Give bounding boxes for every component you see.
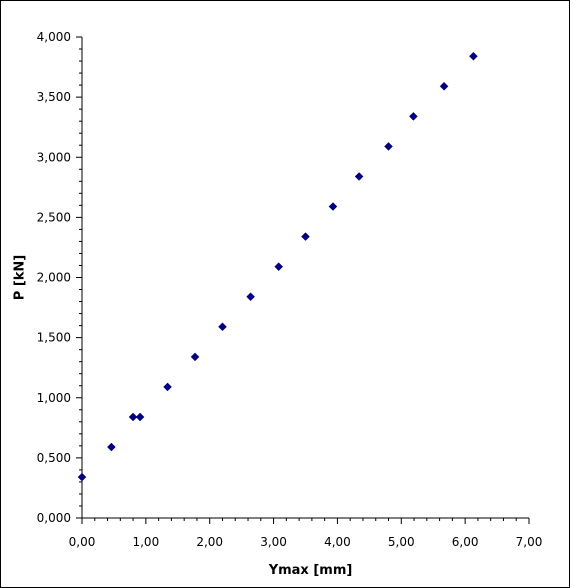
data-point	[274, 262, 284, 272]
data-point	[354, 172, 364, 181]
data-point	[163, 382, 172, 392]
y-tick-label: 2,500	[37, 210, 71, 224]
x-tick-label: 4,00	[324, 535, 351, 549]
x-tick-label: 2,00	[196, 535, 223, 549]
data-point	[128, 412, 138, 422]
data-point	[77, 472, 87, 482]
y-tick-label: 2,000	[37, 271, 71, 285]
x-tick-label: 1,00	[132, 535, 159, 549]
data-point	[218, 322, 227, 332]
data-point	[469, 51, 478, 61]
x-axis-title: Ymax [mm]	[268, 563, 353, 578]
y-tick-label: 3,000	[37, 150, 71, 164]
y-tick-label: 0,500	[37, 451, 71, 465]
data-point	[107, 442, 116, 452]
axis-tick-labels: 0,00 1,00 2,00 3,00 4,00 5,00 6,00 7,00 0,000 0,5…	[37, 30, 543, 549]
y-tick-label: 1,000	[37, 391, 71, 405]
y-tick-label: 4,000	[37, 30, 71, 44]
x-tick-label: 7,00	[516, 535, 543, 549]
y-axis-title: P [kN]	[13, 255, 28, 300]
x-tick-label: 5,00	[388, 535, 415, 549]
data-point	[301, 232, 310, 241]
x-tick-label: 6,00	[452, 535, 479, 549]
y-tick-label: 3,500	[37, 90, 71, 104]
y-tick-label: 1,500	[37, 331, 71, 345]
axes	[81, 37, 529, 519]
data-points	[77, 51, 478, 482]
data-point	[328, 202, 338, 211]
data-point	[384, 142, 393, 151]
data-point	[246, 292, 255, 302]
axis-ticks	[76, 36, 530, 524]
data-point	[409, 112, 418, 121]
x-tick-label: 0,00	[69, 535, 96, 549]
data-point	[190, 352, 200, 362]
data-point	[135, 412, 145, 422]
y-tick-label: 0,000	[37, 511, 71, 525]
x-tick-label: 3,00	[260, 535, 287, 549]
data-point	[439, 81, 449, 91]
